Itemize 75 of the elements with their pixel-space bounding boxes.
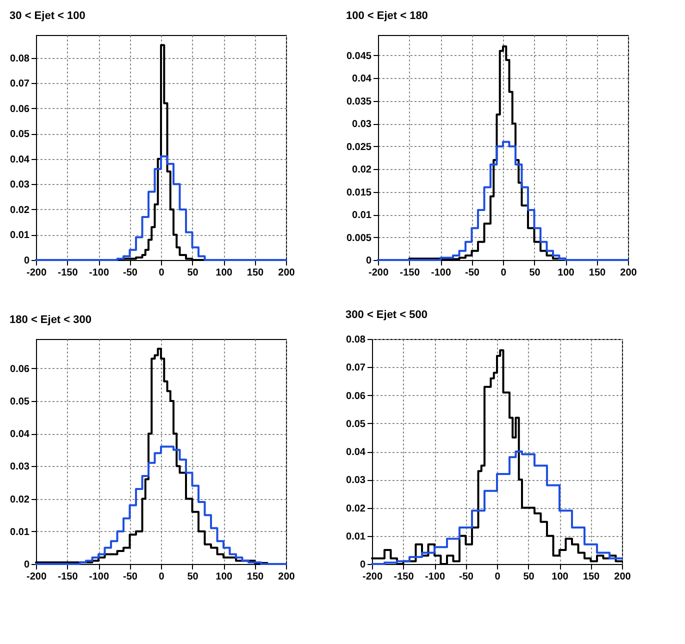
y-tick-label: 0.03 [352, 119, 372, 130]
x-tick-label: 100 [216, 572, 233, 582]
x-tick-label: 150 [588, 268, 606, 278]
y-tick-label: 0.07 [346, 362, 366, 374]
y-tick-label: 0.06 [346, 390, 366, 402]
y-tick-label: 0 [360, 560, 366, 570]
y-tick-label: 0.06 [10, 364, 30, 375]
y-tick-label: 0.08 [346, 334, 366, 346]
x-tick-label: -200 [362, 572, 383, 582]
x-tick-label: -100 [88, 572, 110, 582]
x-tick-label: 150 [246, 268, 264, 278]
y-tick-label: 0 [24, 560, 30, 570]
y-tick-label: 0.08 [10, 53, 30, 64]
y-tick-label: 0.02 [352, 164, 372, 176]
x-tick-label: 200 [278, 268, 296, 278]
y-tick-label: 0.04 [10, 154, 30, 166]
x-tick-label: -50 [465, 268, 480, 278]
y-tick-label: 0.045 [346, 50, 372, 62]
x-tick-label: -200 [26, 572, 47, 582]
x-tick-label: 100 [558, 268, 575, 278]
y-tick-label: 0.04 [346, 447, 366, 458]
x-tick-label: 100 [552, 572, 569, 582]
x-tick-label: 0 [158, 268, 165, 278]
x-tick-label: 100 [216, 268, 233, 278]
y-tick-label: 0.01 [346, 531, 366, 542]
chart-title: 180 < Ejet < 300 [10, 314, 92, 326]
x-tick-label: -200 [368, 268, 389, 278]
x-tick-label: 50 [187, 572, 199, 582]
x-tick-label: 50 [187, 268, 199, 278]
x-tick-label: -150 [394, 572, 414, 582]
y-tick-label: 0.03 [10, 180, 30, 191]
x-tick-label: -50 [123, 572, 138, 582]
x-tick-label: -150 [58, 268, 78, 278]
y-tick-label: 0.01 [10, 230, 30, 242]
y-tick-label: 0.02 [10, 204, 30, 216]
x-tick-label: 50 [523, 572, 535, 582]
x-tick-label: -150 [58, 572, 78, 582]
y-tick-label: 0.035 [346, 96, 372, 108]
y-tick-label: 0.015 [346, 187, 372, 198]
y-tick-label: 0.05 [346, 418, 366, 430]
y-tick-label: 0.05 [10, 129, 30, 140]
y-tick-label: 0.03 [10, 462, 30, 473]
x-tick-label: -200 [26, 268, 47, 278]
x-tick-label: 0 [158, 572, 165, 582]
y-tick-label: 0.04 [352, 74, 372, 85]
x-tick-label: 50 [529, 268, 541, 278]
y-tick-label: 0.02 [10, 494, 30, 506]
y-tick-label: 0.04 [10, 429, 30, 440]
x-tick-label: 150 [246, 572, 264, 582]
y-tick-label: 0 [24, 256, 30, 266]
x-tick-label: -50 [459, 572, 474, 582]
x-tick-label: 200 [620, 268, 638, 278]
x-tick-label: -150 [400, 268, 420, 278]
x-tick-label: -100 [430, 268, 452, 278]
x-tick-label: -100 [88, 268, 110, 278]
x-tick-label: 200 [278, 572, 296, 582]
y-tick-label: 0.06 [10, 104, 30, 115]
x-tick-label: -50 [123, 268, 138, 278]
chart-title: 300 < Ejet < 500 [346, 309, 428, 321]
x-tick-label: -100 [424, 572, 446, 582]
x-tick-label: 0 [494, 572, 501, 582]
x-tick-label: 0 [500, 268, 507, 278]
y-tick-label: 0.025 [346, 142, 372, 153]
x-tick-label: 150 [582, 572, 600, 582]
y-tick-label: 0.01 [10, 526, 30, 538]
y-tick-label: 0 [366, 256, 372, 266]
y-tick-label: 0.07 [10, 78, 30, 90]
y-tick-label: 0.005 [346, 232, 372, 244]
x-tick-label: 200 [614, 572, 632, 582]
chart-title: 100 < Ejet < 180 [346, 10, 428, 22]
y-tick-label: 0.05 [10, 396, 30, 408]
y-tick-label: 0.02 [346, 503, 366, 514]
chart-title: 30 < Ejet < 100 [10, 10, 86, 22]
y-tick-label: 0.01 [352, 210, 372, 222]
y-tick-label: 0.03 [346, 475, 366, 486]
